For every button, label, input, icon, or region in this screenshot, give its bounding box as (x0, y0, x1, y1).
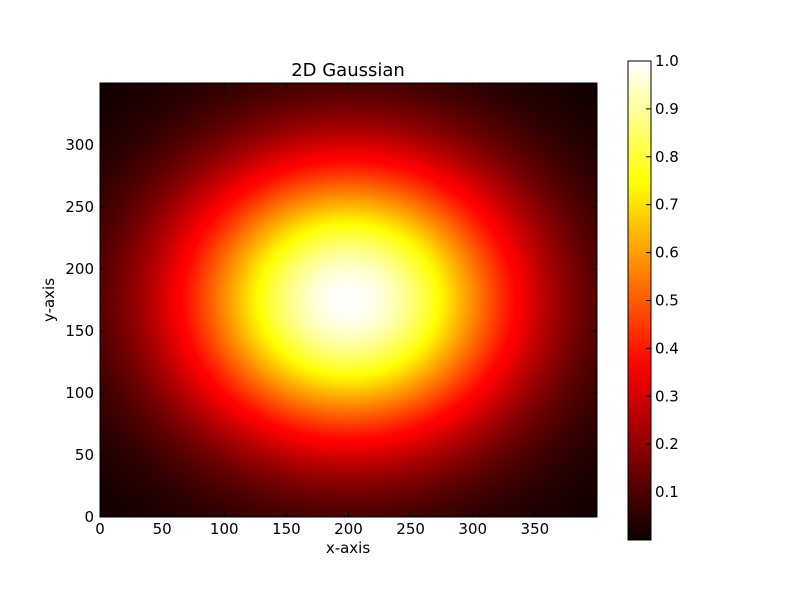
colorbar-tick-label: 0.7 (655, 196, 679, 214)
colorbar: 0.1 0.2 0.3 0.4 0.5 0.6 0.7 0.8 0.9 1.0 (627, 52, 679, 541)
x-axis-ticks: 0 50 100 150 200 250 300 350 (95, 83, 549, 538)
x-tick-label: 200 (334, 520, 363, 538)
y-axis-ticks: 0 50 100 150 200 250 300 (65, 136, 597, 526)
x-tick-label: 250 (396, 520, 425, 538)
colorbar-tick-label: 0.1 (655, 483, 679, 501)
y-tick-label: 250 (65, 198, 94, 216)
x-tick-label: 100 (210, 520, 239, 538)
y-tick-label: 100 (65, 384, 94, 402)
colorbar-tick-label: 0.6 (655, 244, 679, 262)
x-tick-label: 50 (153, 520, 172, 538)
y-tick-label: 200 (65, 260, 94, 278)
y-tick-label: 300 (65, 136, 94, 154)
colorbar-tick-label: 0.4 (655, 339, 679, 357)
heatmap-image (100, 83, 597, 517)
chart-title: 2D Gaussian (291, 60, 405, 81)
x-tick-label: 300 (458, 520, 487, 538)
x-axis-label: x-axis (326, 539, 371, 557)
x-tick-label: 150 (272, 520, 301, 538)
y-tick-label: 0 (84, 508, 94, 526)
y-axis-label: y-axis (40, 278, 58, 322)
y-tick-label: 50 (75, 446, 94, 464)
colorbar-tick-label: 0.9 (655, 100, 679, 118)
y-tick-label: 150 (65, 322, 94, 340)
x-tick-label: 0 (95, 520, 105, 538)
x-tick-label: 350 (521, 520, 550, 538)
colorbar-tick-label: 0.3 (655, 387, 679, 405)
colorbar-tick-label: 0.5 (655, 292, 679, 310)
colorbar-tick-label: 0.2 (655, 435, 679, 453)
colorbar-tick-label: 1.0 (655, 52, 679, 70)
colorbar-tick-label: 0.8 (655, 148, 679, 166)
plot-area: 0 50 100 150 200 250 300 350 0 50 100 150 200 250 300 (65, 82, 598, 538)
colorbar-ticks: 0.1 0.2 0.3 0.4 0.5 0.6 0.7 0.8 0.9 1.0 (646, 52, 679, 501)
